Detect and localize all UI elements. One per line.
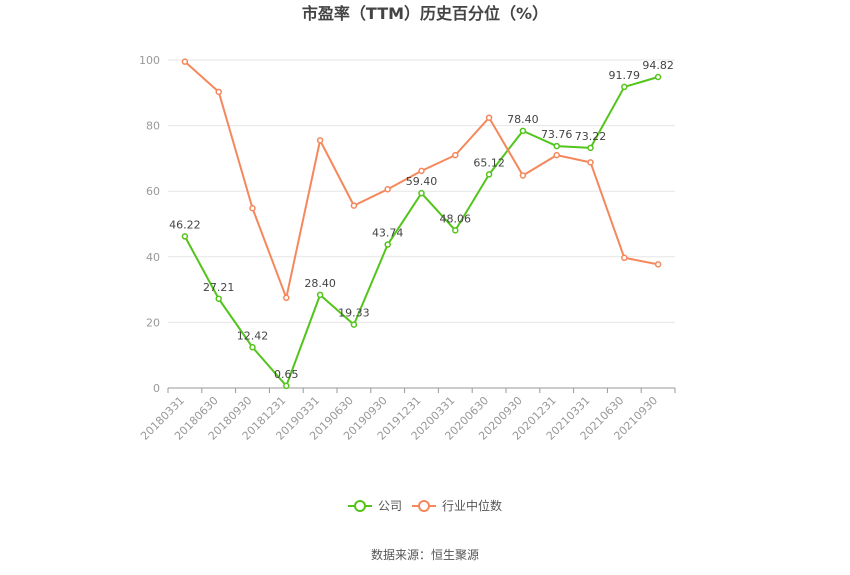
y-tick-label: 80: [146, 120, 160, 133]
data-point: [519, 127, 527, 135]
legend-marker-industry: [418, 500, 430, 512]
data-point: [485, 171, 493, 178]
data-point: [587, 144, 594, 152]
data-point: [654, 261, 662, 268]
data-label: 73.22: [575, 130, 607, 143]
legend-marker-company: [354, 500, 366, 512]
data-label: 28.40: [304, 277, 336, 290]
data-point: [316, 137, 324, 144]
chart-title: 市盈率（TTM）历史百分位（%）: [302, 4, 548, 23]
data-point: [215, 295, 222, 303]
data-point: [215, 88, 222, 96]
data-label: 27.21: [203, 281, 235, 294]
data-point: [283, 294, 290, 302]
data-point: [249, 205, 256, 212]
data-label: 91.79: [609, 69, 641, 82]
data-label: 19.33: [338, 307, 370, 320]
series-layer: [181, 58, 662, 390]
y-tick-label: 20: [146, 316, 160, 329]
data-point: [418, 189, 425, 197]
data-point: [316, 291, 324, 299]
legend-item-company[interactable]: 公司: [348, 499, 402, 513]
data-point: [553, 142, 560, 150]
data-point: [621, 83, 628, 91]
y-axis: 0 20 40 60 80 100: [139, 54, 160, 395]
data-point: [519, 172, 527, 179]
data-label: 73.76: [541, 128, 573, 141]
data-point: [654, 73, 662, 81]
y-tick-label: 100: [139, 54, 160, 67]
legend: 公司 行业中位数: [348, 498, 502, 513]
y-tick-label: 60: [146, 185, 160, 198]
y-tick-label: 40: [146, 251, 160, 264]
data-point: [384, 241, 391, 248]
data-label: 12.42: [237, 329, 269, 342]
data-source: 数据来源：恒生聚源: [371, 547, 479, 562]
data-point: [384, 185, 391, 193]
legend-label-industry: 行业中位数: [442, 498, 502, 513]
data-label: 46.22: [169, 218, 201, 231]
data-label: 94.82: [642, 59, 674, 72]
data-label: 43.74: [372, 227, 404, 240]
data-point: [452, 151, 459, 159]
data-label: 0.65: [274, 368, 299, 381]
data-point: [621, 254, 628, 262]
data-point: [553, 151, 560, 159]
data-label: 78.40: [507, 113, 539, 126]
x-axis: 2018033120180630201809302018123120190331…: [138, 387, 676, 443]
data-label: 48.06: [440, 212, 472, 225]
data-point: [350, 321, 358, 328]
data-point: [283, 382, 290, 390]
data-point: [485, 114, 493, 121]
data-point: [350, 202, 358, 209]
data-labels: 46.22 27.21 12.42 0.65 28.40 19.33 43.74 59.40 4…: [169, 59, 674, 381]
y-tick-label: 0: [153, 382, 160, 395]
data-point: [181, 233, 189, 240]
data-label: 65.12: [473, 156, 505, 169]
legend-item-industry[interactable]: 行业中位数: [412, 498, 502, 513]
data-point: [587, 159, 594, 166]
data-point: [249, 344, 256, 351]
data-point: [181, 58, 189, 65]
data-point: [418, 167, 425, 175]
data-label: 59.40: [406, 175, 438, 188]
legend-label-company: 公司: [378, 499, 402, 513]
data-point: [452, 227, 459, 234]
